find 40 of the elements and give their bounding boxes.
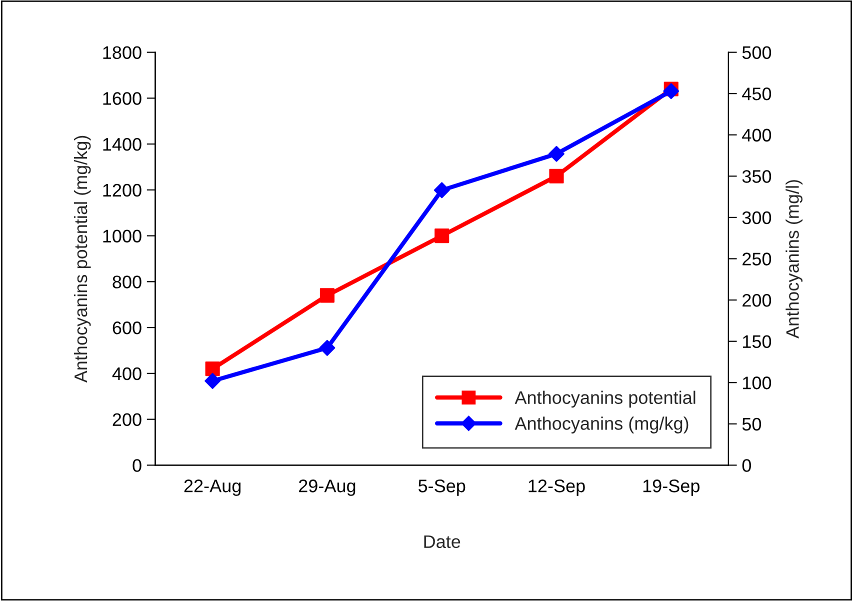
x-tick-label: 29-Aug bbox=[299, 480, 356, 496]
y2-tick-label: 300 bbox=[742, 211, 772, 224]
y2-axis-title: Anthocyanins (mg/l) bbox=[786, 180, 802, 338]
y2-tick-label: 150 bbox=[743, 335, 772, 348]
point bbox=[549, 168, 564, 184]
y2-tick-label: 250 bbox=[742, 252, 772, 266]
point bbox=[319, 340, 336, 356]
y-axis-title: Anthocyanins potential (mg/kg) bbox=[74, 136, 91, 383]
point bbox=[663, 83, 680, 100]
point bbox=[205, 362, 220, 376]
point bbox=[434, 228, 450, 244]
y2-tick-label: 0 bbox=[742, 459, 751, 472]
y2-tick-label: 400 bbox=[742, 128, 772, 142]
y-tick-label: 200 bbox=[112, 413, 142, 426]
y-tick-label: 800 bbox=[112, 276, 142, 288]
y-tick-label: 600 bbox=[112, 321, 142, 334]
legend-label: Anthocyanins potential bbox=[514, 390, 696, 408]
point bbox=[204, 372, 221, 389]
point bbox=[320, 288, 334, 303]
x-tick-label: 22-Aug bbox=[184, 480, 241, 496]
y-tick-label: 1600 bbox=[103, 92, 142, 105]
x-axis-title: Date bbox=[424, 535, 460, 548]
legend-label: Anthocyanins (mg/kg) bbox=[514, 416, 688, 434]
y2-tick-label: 450 bbox=[742, 88, 772, 100]
y-tick-label: 1000 bbox=[103, 230, 142, 243]
y2-tick-label: 200 bbox=[742, 294, 772, 307]
x-tick-label: 5-Sep bbox=[418, 480, 466, 496]
point bbox=[434, 182, 450, 198]
y2-tick-label: 350 bbox=[742, 170, 772, 183]
x-tick-label: 19-Sep bbox=[643, 480, 700, 496]
y2-tick-label: 50 bbox=[742, 418, 762, 431]
point bbox=[548, 146, 564, 162]
y-tick-label: 1400 bbox=[103, 138, 142, 151]
x-tick-label: 12-Sep bbox=[528, 480, 585, 496]
y-tick-label: 0 bbox=[132, 459, 142, 472]
y-tick-label: 1200 bbox=[103, 184, 142, 197]
y-tick-label: 1800 bbox=[103, 46, 142, 60]
y2-tick-label: 100 bbox=[743, 376, 772, 390]
y2-tick-label: 500 bbox=[742, 46, 772, 60]
y-tick-label: 400 bbox=[112, 367, 142, 380]
